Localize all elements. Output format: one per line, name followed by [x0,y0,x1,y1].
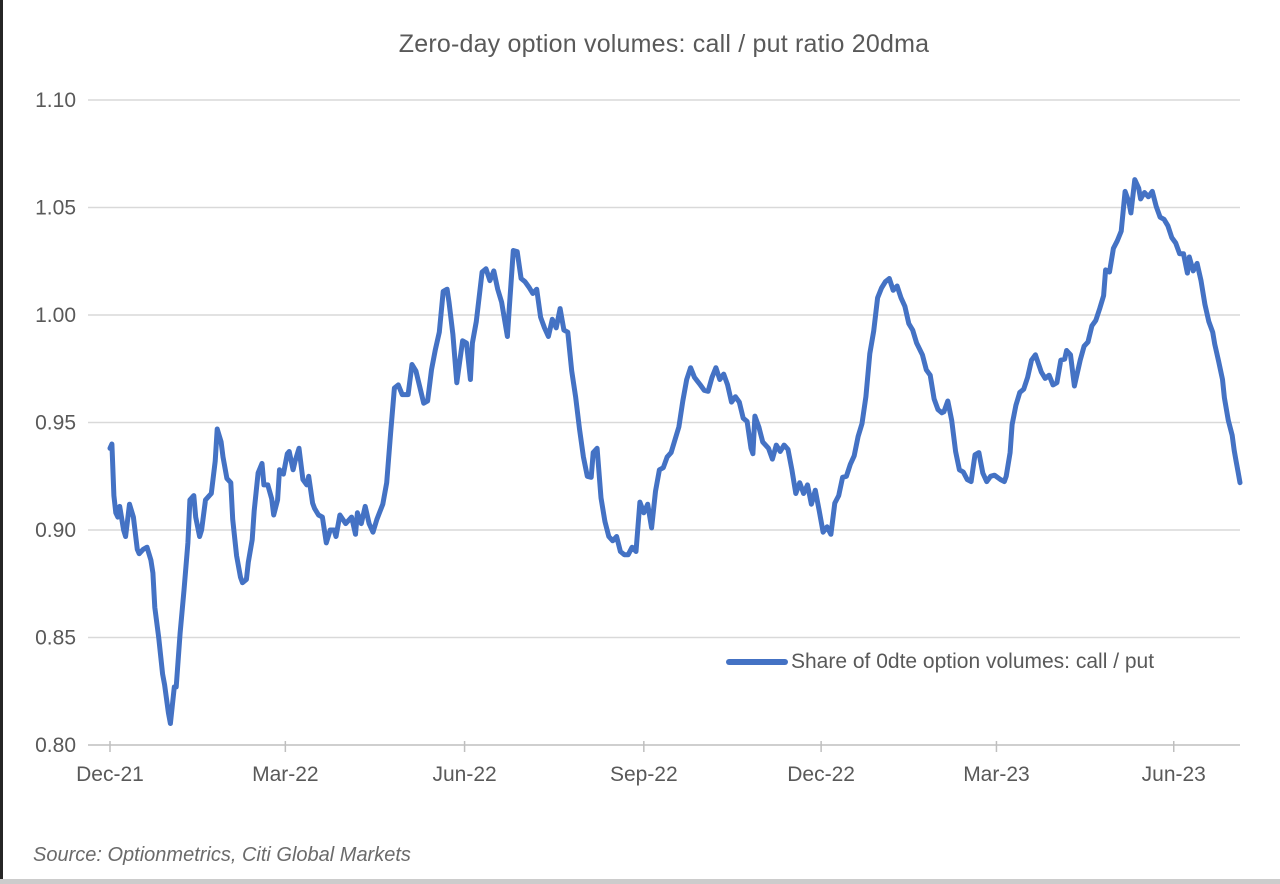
chart-title: Zero-day option volumes: call / put rati… [398,30,930,58]
x-axis-label: Mar-22 [252,763,319,786]
left-edge-bar [0,0,3,884]
x-axis-label: Dec-21 [76,763,144,786]
x-axis-label: Jun-23 [1142,763,1206,786]
y-axis-label: 0.95 [35,412,76,435]
y-axis-label: 1.10 [35,89,76,112]
legend-label: Share of 0dte option volumes: call / put [791,650,1155,673]
y-axis-label: 0.85 [35,627,76,650]
y-axis-label: 1.00 [35,304,76,327]
bottom-edge-bar [0,879,1280,884]
legend: Share of 0dte option volumes: call / put [726,648,1154,676]
y-axis-label: 1.05 [35,197,76,220]
legend-line-swatch [726,659,788,665]
x-axis-label: Sep-22 [610,763,678,786]
x-axis-label: Dec-22 [787,763,855,786]
series-line [107,177,1243,726]
y-axis-label: 0.80 [35,734,76,757]
y-axis-label: 0.90 [35,519,76,542]
chart-canvas: 0.80 0.85 0.90 0.95 1.00 1.05 1.10 Dec-21 Mar-22… [35,89,1243,786]
x-axis-label: Jun-22 [432,763,496,786]
x-axis-label: Mar-23 [963,763,1030,786]
source-note: Source: Optionmetrics, Citi Global Marke… [33,844,411,866]
